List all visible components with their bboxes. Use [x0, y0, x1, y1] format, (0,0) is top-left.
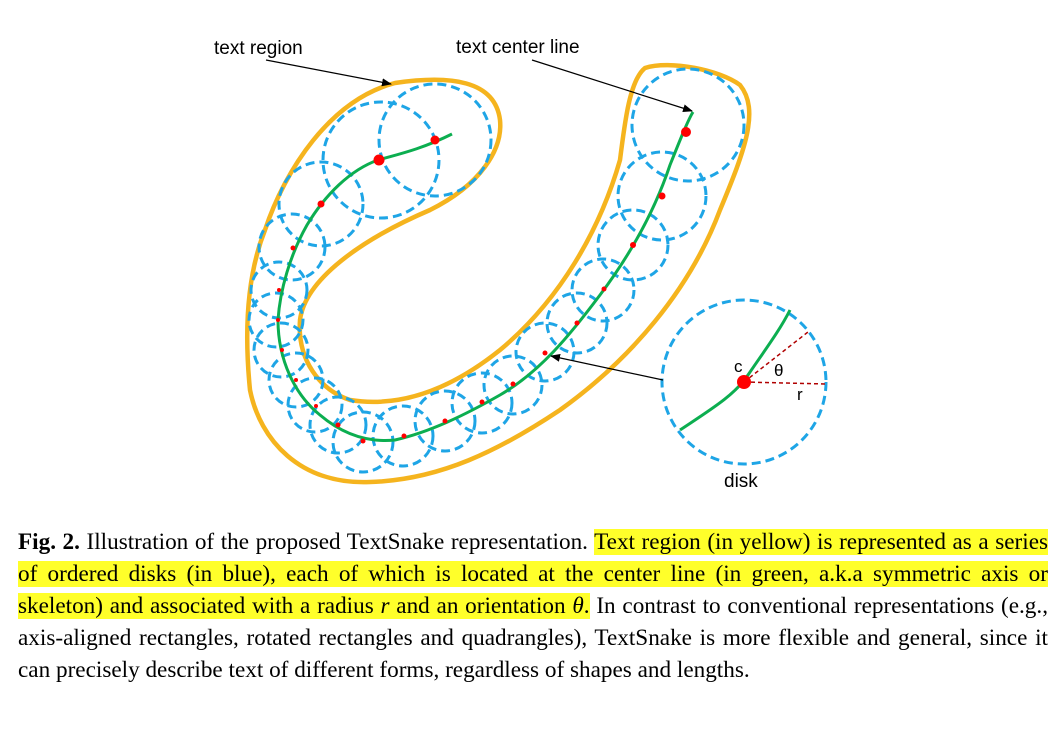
- disk-circle: [247, 291, 305, 349]
- text-region-outline: [244, 62, 752, 485]
- disk-circle: [371, 404, 435, 468]
- arrow-disk: [550, 353, 664, 381]
- caption-math-r: r: [380, 593, 390, 619]
- disk-circle: [596, 208, 670, 282]
- caption-highlight-3: .: [583, 593, 590, 619]
- center-point: [373, 154, 385, 166]
- caption-highlight-2: and an orientation: [389, 593, 573, 619]
- disk-detail: c θ r disk: [660, 298, 828, 492]
- disk-circle: [616, 150, 708, 242]
- center-point: [280, 348, 284, 352]
- center-point: [681, 127, 691, 137]
- label-c: c: [734, 357, 743, 376]
- arrow-text-center-line: [531, 59, 693, 113]
- center-point: [430, 135, 440, 145]
- center-point: [542, 350, 548, 356]
- disk-circle: [570, 257, 636, 323]
- center-point: [510, 381, 516, 387]
- center-point: [574, 320, 580, 326]
- caption-math-theta: θ: [572, 593, 584, 619]
- disk-circle: [308, 395, 368, 455]
- disk-center-point: [737, 375, 751, 389]
- center-point: [630, 242, 636, 248]
- label-text-region: text region: [214, 38, 303, 59]
- disk-circle: [257, 212, 327, 282]
- textsnake-figure: c θ r disk text region text center line: [214, 37, 828, 492]
- disk-circle: [630, 67, 746, 183]
- center-point: [277, 288, 281, 292]
- disk-circle: [482, 354, 544, 416]
- center-point: [658, 192, 666, 200]
- disk-circle: [377, 82, 493, 198]
- center-points: [276, 127, 691, 444]
- center-point: [317, 200, 325, 208]
- center-point: [294, 378, 298, 382]
- center-point: [601, 286, 607, 292]
- center-point: [360, 438, 366, 444]
- radius-line-r: [743, 381, 827, 385]
- center-point: [276, 318, 280, 322]
- disk-circle: [450, 371, 514, 435]
- center-point: [290, 245, 296, 251]
- label-disk: disk: [724, 471, 758, 492]
- caption-text-plain-1: Illustration of the proposed TextSnake r…: [79, 529, 595, 555]
- label-r: r: [797, 385, 803, 404]
- center-point: [314, 404, 318, 408]
- label-theta: θ: [774, 361, 783, 380]
- disk-detail-circle: [660, 298, 828, 466]
- disk-circle: [286, 376, 344, 434]
- disk-circle: [331, 410, 395, 474]
- label-text-center-line: text center line: [456, 37, 580, 58]
- arrow-text-region: [265, 59, 392, 87]
- disk-circle: [321, 100, 441, 220]
- disk-circle: [413, 389, 477, 453]
- disk-circle: [277, 160, 365, 248]
- center-point: [442, 418, 448, 424]
- disk-circle: [267, 351, 325, 409]
- disk-circle: [545, 291, 609, 355]
- center-point: [401, 433, 407, 439]
- caption-text-plain-2: In contrast to conventional representati…: [18, 593, 1048, 683]
- center-point: [335, 422, 341, 428]
- figure-caption: Fig. 2. Illustration of the proposed Tex…: [18, 526, 1049, 686]
- disk-circle: [252, 321, 310, 379]
- disk-detail-center-line: [679, 309, 792, 432]
- figure-number: Fig. 2.: [18, 529, 80, 555]
- center-point: [479, 399, 485, 405]
